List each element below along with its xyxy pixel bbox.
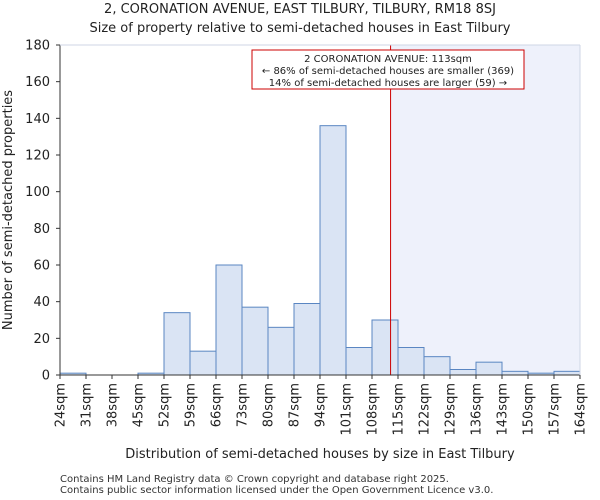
histogram-bar — [215, 264, 243, 376]
annotation-text: ← 86% of semi-detached houses are smalle… — [262, 66, 514, 77]
histogram-bar — [241, 306, 269, 376]
chart-subtitle: Size of property relative to semi-detach… — [89, 21, 511, 36]
x-tick-label: 66sqm — [210, 383, 225, 427]
x-tick-label: 143sqm — [496, 383, 511, 436]
histogram-bar — [423, 356, 451, 376]
x-tick-label: 164sqm — [574, 383, 589, 436]
y-axis-label: Number of semi-detached properties — [1, 90, 16, 330]
x-tick-label: 115sqm — [392, 383, 407, 436]
histogram-bar — [371, 319, 399, 376]
x-tick-label: 101sqm — [340, 383, 355, 436]
x-tick-label: 24sqm — [54, 383, 69, 427]
histogram-bar — [345, 347, 373, 376]
y-tick-label: 180 — [25, 39, 50, 54]
y-tick-label: 40 — [33, 295, 50, 310]
y-tick-label: 80 — [33, 222, 50, 237]
y-tick-label: 0 — [42, 369, 50, 384]
histogram-bar — [267, 326, 295, 376]
x-axis-label: Distribution of semi-detached houses by … — [125, 447, 515, 462]
annotation-text: 14% of semi-detached houses are larger (… — [269, 78, 507, 89]
y-tick-label: 160 — [25, 75, 50, 90]
histogram-bar — [397, 347, 425, 376]
histogram-bar — [163, 312, 191, 376]
x-tick-label: 129sqm — [444, 383, 459, 436]
chart-title: 2, CORONATION AVENUE, EAST TILBURY, TILB… — [104, 2, 496, 17]
footer-line-1: Contains HM Land Registry data © Crown c… — [60, 474, 449, 485]
x-tick-label: 150sqm — [522, 383, 537, 436]
x-tick-label: 73sqm — [236, 383, 251, 427]
histogram-bar — [293, 303, 321, 376]
y-tick-label: 100 — [25, 185, 50, 200]
x-tick-label: 136sqm — [470, 383, 485, 436]
histogram-bar — [475, 361, 503, 376]
x-tick-label: 157sqm — [548, 383, 563, 436]
histogram-bar — [319, 125, 347, 376]
annotation-text: 2 CORONATION AVENUE: 113sqm — [304, 54, 472, 65]
footer-line-2: Contains public sector information licen… — [60, 485, 494, 496]
x-tick-label: 59sqm — [184, 383, 199, 427]
y-tick-label: 120 — [25, 149, 50, 164]
x-tick-label: 52sqm — [158, 383, 173, 427]
y-tick-label: 60 — [33, 259, 50, 274]
x-tick-label: 94sqm — [314, 383, 329, 427]
histogram-bar — [189, 350, 217, 376]
histogram-bar — [553, 370, 581, 376]
highlight-region — [390, 45, 580, 375]
x-tick-label: 87sqm — [288, 383, 303, 427]
annotation-box — [251, 49, 525, 90]
y-tick-label: 20 — [33, 332, 50, 347]
x-tick-label: 38sqm — [106, 383, 121, 427]
histogram-bar — [449, 369, 477, 376]
histogram-bar — [501, 370, 529, 376]
x-tick-label: 31sqm — [80, 383, 95, 427]
x-tick-label: 122sqm — [418, 383, 433, 436]
x-tick-label: 80sqm — [262, 383, 277, 427]
x-tick-label: 45sqm — [132, 383, 147, 427]
x-tick-label: 108sqm — [366, 383, 381, 436]
y-tick-label: 140 — [25, 112, 50, 127]
